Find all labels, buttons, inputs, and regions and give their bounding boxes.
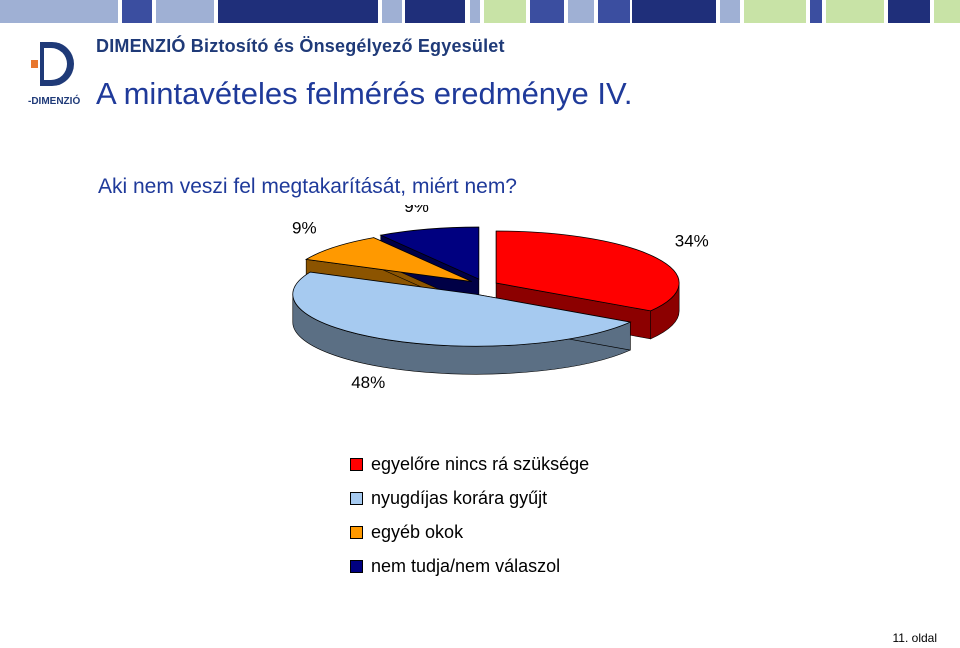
pie-data-label: 9% — [292, 219, 317, 238]
organization-name: DIMENZIÓ Biztosító és Önsegélyező Egyesü… — [96, 36, 505, 56]
chart-legend: egyelőre nincs rá szüksége nyugdíjas korá… — [350, 447, 589, 583]
top-stripe-segment — [598, 0, 630, 23]
top-stripe-segment — [218, 0, 378, 23]
top-stripe-bar — [0, 0, 960, 23]
legend-label: nem tudja/nem válaszol — [371, 555, 561, 576]
legend-item: nem tudja/nem válaszol — [350, 549, 589, 583]
legend-swatch — [350, 491, 363, 505]
top-stripe-segment — [568, 0, 594, 23]
top-stripe-segment — [744, 0, 806, 23]
top-stripe-segment — [0, 0, 118, 23]
legend-item: egyelőre nincs rá szüksége — [350, 447, 589, 481]
top-stripe-segment — [484, 0, 526, 23]
top-stripe-segment — [934, 0, 960, 23]
legend-label: egyelőre nincs rá szüksége — [371, 453, 590, 474]
top-stripe-segment — [632, 0, 716, 23]
legend-swatch — [350, 457, 363, 471]
legend-item: nyugdíjas korára gyűjt — [350, 481, 589, 515]
top-stripe-segment — [382, 0, 402, 23]
pie-slice — [292, 271, 632, 347]
pie-chart: 34% 48% 9% 9% — [292, 205, 709, 392]
pie-slice — [379, 226, 480, 280]
pie-slice — [495, 230, 680, 312]
top-stripe-segment — [405, 0, 465, 23]
top-stripe-segment — [810, 0, 822, 23]
chart-question: Aki nem veszi fel megtakarítását, miért … — [98, 175, 517, 198]
page-title: A mintavételes felmérés eredménye IV. — [96, 76, 633, 111]
top-stripe-segment — [122, 0, 152, 23]
top-stripe-segment — [470, 0, 480, 23]
top-stripe-segment — [888, 0, 930, 23]
dimenzio-logo: -DIMENZIÓ — [28, 42, 80, 107]
pie-slice — [304, 237, 472, 282]
pie-data-label: 34% — [675, 231, 709, 250]
legend-swatch — [350, 525, 363, 539]
legend-label: egyéb okok — [371, 521, 464, 542]
legend-label: nyugdíjas korára gyűjt — [371, 487, 548, 508]
top-stripe-segment — [826, 0, 884, 23]
legend-item: egyéb okok — [350, 515, 589, 549]
pie-data-label: 9% — [404, 205, 429, 216]
logo-text: -DIMENZIÓ — [28, 94, 80, 107]
pie-data-label: 48% — [351, 373, 385, 392]
legend-swatch — [350, 559, 363, 573]
top-stripe-segment — [156, 0, 214, 23]
top-stripe-segment — [720, 0, 740, 23]
top-stripe-segment — [530, 0, 564, 23]
page-number: 11. oldal — [892, 631, 937, 645]
